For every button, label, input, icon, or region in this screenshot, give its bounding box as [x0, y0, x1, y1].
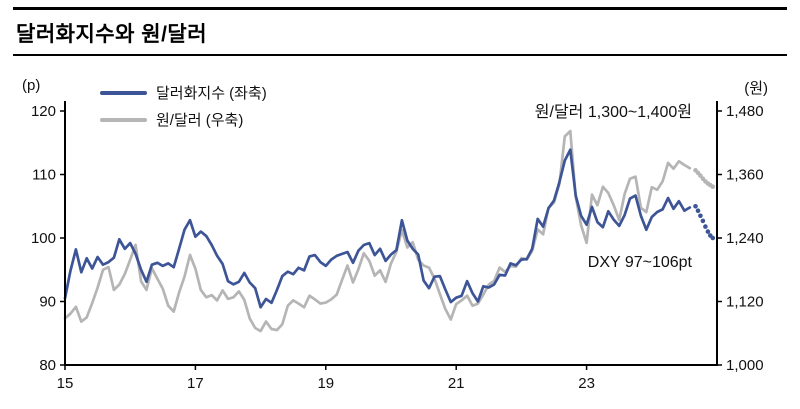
svg-text:1,240: 1,240	[726, 230, 764, 247]
svg-text:100: 100	[31, 230, 56, 247]
svg-text:90: 90	[39, 294, 56, 311]
legend-label-won-dollar: 원/달러 (우축)	[156, 112, 244, 129]
svg-text:23: 23	[578, 375, 595, 392]
won-dollar-line-swatch	[100, 117, 147, 122]
svg-text:19: 19	[317, 375, 334, 392]
chart-title: 달러화지수와 원/달러	[16, 23, 208, 46]
legend-item-dollar-index: 달러화지수 (좌축)	[100, 79, 267, 106]
right-axis-unit-label: (원)	[744, 80, 768, 97]
svg-text:17: 17	[187, 375, 204, 392]
top-rule	[13, 7, 787, 10]
svg-text:21: 21	[448, 375, 465, 392]
title-underline	[13, 54, 787, 56]
legend-label-dollar-index: 달러화지수 (좌축)	[156, 85, 267, 102]
svg-text:110: 110	[32, 167, 56, 184]
annotation-dxy-range: DXY 97~106pt	[587, 254, 692, 271]
annotation-won-range: 원/달러 1,300~1,400원	[534, 104, 692, 121]
legend-item-won-dollar: 원/달러 (우축)	[100, 106, 267, 133]
svg-text:80: 80	[39, 357, 56, 374]
legend: 달러화지수 (좌축) 원/달러 (우축)	[100, 79, 267, 133]
svg-text:1,360: 1,360	[726, 167, 764, 184]
svg-text:120: 120	[31, 103, 56, 120]
left-axis-unit-label: (p)	[22, 77, 41, 94]
dollar-index-line-swatch	[100, 90, 147, 95]
svg-text:1,480: 1,480	[726, 103, 764, 120]
svg-text:1,120: 1,120	[726, 294, 764, 311]
svg-text:15: 15	[57, 375, 74, 392]
svg-text:1,000: 1,000	[726, 357, 764, 374]
